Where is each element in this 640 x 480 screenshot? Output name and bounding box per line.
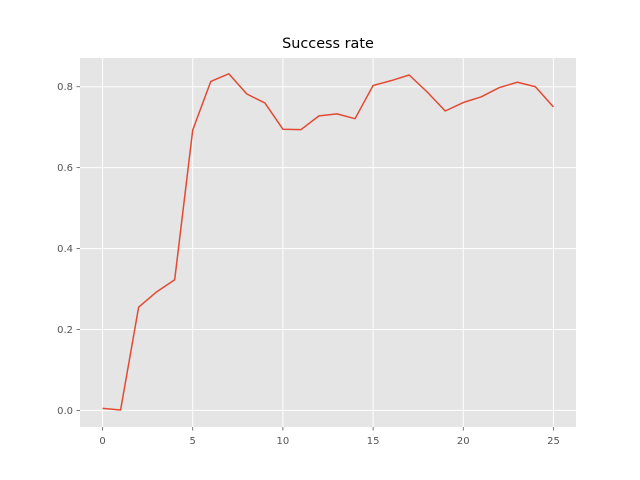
- y-tick-label: 0.4: [57, 244, 73, 255]
- x-tick-label: 15: [367, 436, 380, 447]
- y-tick-label: 0.8: [57, 82, 73, 93]
- x-tick-label: 5: [190, 436, 196, 447]
- y-tick-label: 0.6: [57, 163, 73, 174]
- x-tick-label: 25: [547, 436, 560, 447]
- grid: [80, 58, 576, 427]
- y-tick-label: 0.2: [57, 325, 73, 336]
- plot-area: [80, 58, 576, 427]
- chart-title: Success rate: [282, 36, 374, 52]
- x-tick-label: 0: [99, 436, 105, 447]
- series-line: [102, 73, 555, 411]
- y-tick-label: 0.0: [57, 406, 73, 417]
- x-tick-label: 20: [457, 436, 470, 447]
- x-tick-label: 10: [277, 436, 290, 447]
